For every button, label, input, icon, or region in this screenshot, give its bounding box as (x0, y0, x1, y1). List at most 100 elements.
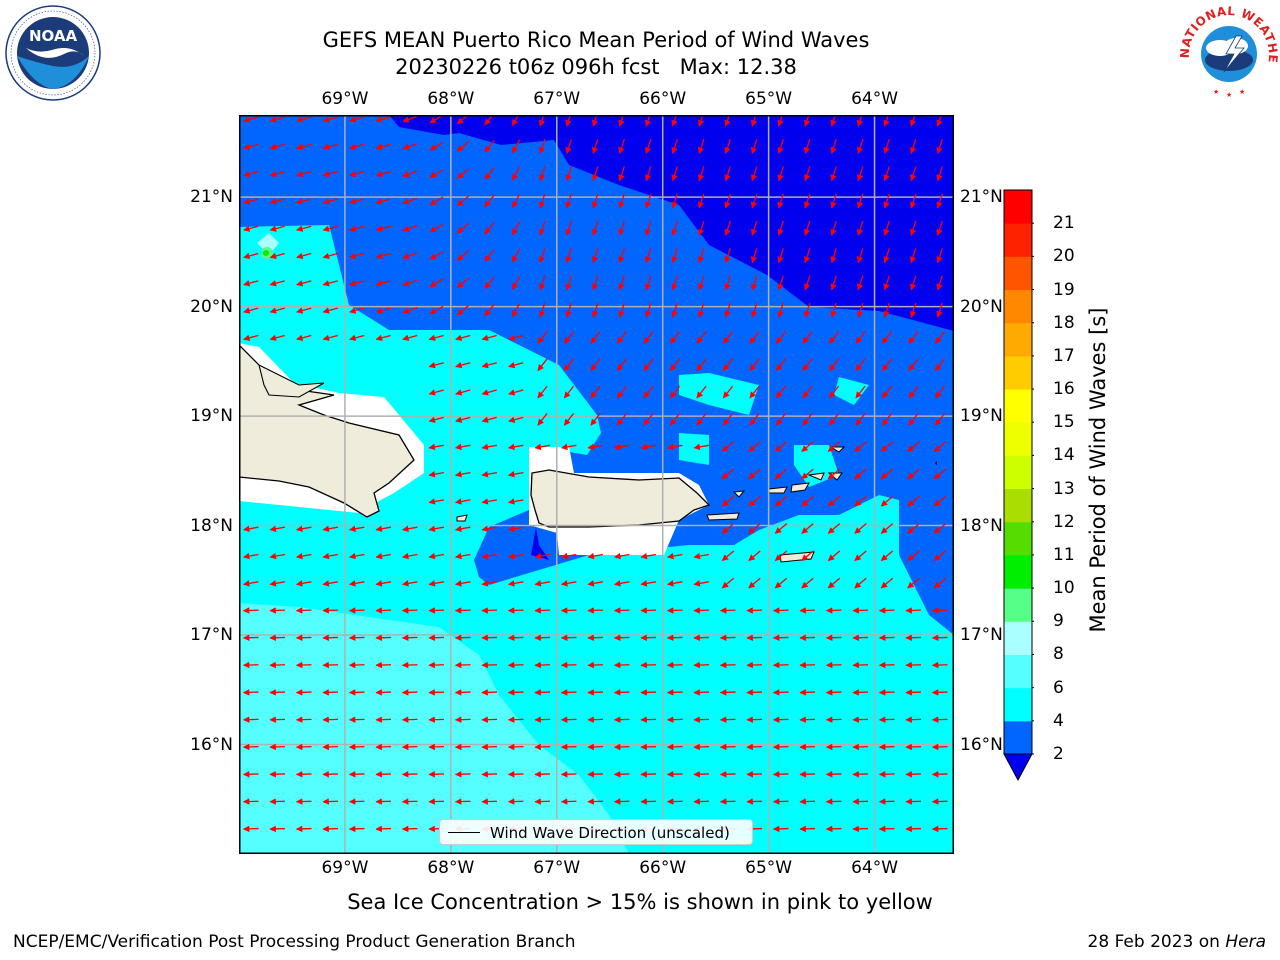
wind-wave-arrow (375, 280, 391, 287)
wind-wave-arrow (693, 607, 710, 614)
wind-wave-arrow (777, 220, 784, 236)
wind-wave-arrow (269, 334, 285, 341)
lat-tick-label-right: 21°N (960, 187, 1003, 208)
colorbar-tick-label: 20 (1053, 246, 1075, 267)
wind-wave-arrow (538, 302, 546, 318)
wind-wave-arrow (243, 334, 259, 341)
colorbar-segment (1004, 422, 1032, 456)
wind-wave-arrow (455, 334, 471, 341)
wind-wave-arrow (909, 248, 917, 264)
wind-wave-arrow (375, 307, 391, 314)
wind-wave-arrow (269, 552, 285, 560)
wind-wave-arrow (825, 634, 842, 642)
wind-wave-arrow (666, 743, 683, 751)
wind-wave-arrow (644, 115, 652, 127)
wind-wave-arrow (507, 580, 524, 587)
wind-wave-arrow (801, 577, 814, 589)
wind-wave-arrow (616, 412, 628, 426)
wind-wave-arrow (484, 221, 495, 235)
wind-wave-arrow (640, 798, 657, 805)
wind-wave-arrow (454, 580, 471, 587)
wind-wave-arrow (348, 525, 365, 532)
wind-wave-arrow (830, 248, 837, 264)
wind-wave-arrow (854, 550, 867, 562)
wind-wave-arrow (803, 138, 811, 155)
wind-wave-arrow (697, 166, 705, 182)
wind-wave-arrow (856, 220, 864, 236)
wind-wave-arrow (719, 661, 736, 669)
wind-wave-arrow (933, 523, 947, 534)
wind-wave-arrow (375, 334, 391, 341)
wind-wave-arrow (878, 607, 895, 614)
lon-tick-label-top: 69°W (321, 89, 369, 109)
wind-wave-arrow (375, 525, 391, 532)
wind-wave-arrow (724, 138, 731, 155)
wind-wave-arrow (560, 798, 577, 805)
wind-wave-arrows (242, 115, 948, 833)
footer-date-text: 28 Feb 2023 on (1087, 932, 1226, 952)
wind-wave-arrow (856, 166, 864, 182)
wind-wave-arrow (537, 385, 548, 399)
wind-wave-arrow (696, 331, 707, 344)
wind-wave-arrow (802, 385, 813, 399)
wind-wave-arrow (878, 634, 895, 642)
colorbar-segment (1004, 554, 1032, 589)
wind-wave-arrow (719, 798, 736, 805)
wind-wave-arrow (854, 523, 867, 534)
wind-wave-arrow (854, 468, 867, 480)
wind-wave-arrow (827, 495, 841, 507)
wind-wave-arrow (746, 771, 763, 778)
svg-text:★: ★ (1226, 91, 1232, 99)
wind-wave-arrow (484, 249, 495, 262)
wind-wave-arrow (721, 577, 735, 589)
lon-tick-label-bottom: 64°W (851, 858, 899, 878)
wind-wave-arrow (322, 307, 338, 314)
wind-wave-arrow (666, 798, 683, 805)
wind-wave-arrow (909, 193, 917, 209)
wind-wave-arrow (375, 143, 391, 150)
wind-wave-arrow (772, 825, 789, 833)
wind-wave-arrow (591, 275, 599, 291)
wind-wave-arrow (269, 771, 286, 778)
lon-tick-label-bottom: 67°W (533, 858, 581, 878)
wind-wave-arrow (934, 358, 946, 372)
wind-wave-arrow (666, 552, 683, 560)
wind-wave-arrow (402, 115, 418, 123)
wind-wave-arrow (401, 634, 418, 642)
wind-wave-arrow (724, 166, 731, 182)
wind-wave-arrow (852, 771, 869, 778)
wind-wave-arrow (511, 139, 521, 154)
lat-tick-label-left: 20°N (190, 296, 233, 317)
wind-wave-arrow (750, 166, 758, 182)
wind-wave-arrow (878, 798, 895, 805)
wind-wave-arrow (401, 825, 418, 833)
wind-wave-arrow (825, 825, 842, 833)
colorbar-tick-label: 11 (1053, 544, 1075, 565)
wind-wave-arrow (481, 634, 498, 642)
wind-wave-arrow (242, 743, 259, 751)
wind-wave-arrow (693, 634, 710, 642)
wind-wave-arrow (746, 607, 763, 614)
wind-wave-arrow (560, 716, 577, 723)
wind-wave-arrow (322, 280, 338, 287)
wind-wave-arrow (827, 468, 841, 480)
wind-wave-arrow (429, 278, 444, 288)
wind-wave-arrow (830, 115, 837, 127)
wind-wave-arrow (830, 193, 837, 209)
wind-wave-arrow (883, 166, 890, 182)
wind-wave-arrow (936, 193, 943, 209)
wind-wave-arrow (587, 580, 603, 587)
wind-wave-arrow (722, 412, 734, 426)
wind-wave-arrow (799, 743, 816, 751)
colorbar-segment (1004, 588, 1032, 622)
wind-wave-arrow (428, 798, 445, 805)
map-plot[interactable] (239, 115, 954, 854)
wind-wave-arrow (454, 607, 471, 614)
wind-wave-arrow (455, 361, 471, 369)
wind-wave-arrow (537, 412, 548, 426)
wind-wave-arrow (799, 716, 816, 723)
wind-wave-arrow (856, 193, 864, 209)
wind-wave-arrow (322, 525, 338, 532)
wind-wave-arrow (322, 198, 338, 205)
wind-wave-arrow (560, 743, 577, 751)
